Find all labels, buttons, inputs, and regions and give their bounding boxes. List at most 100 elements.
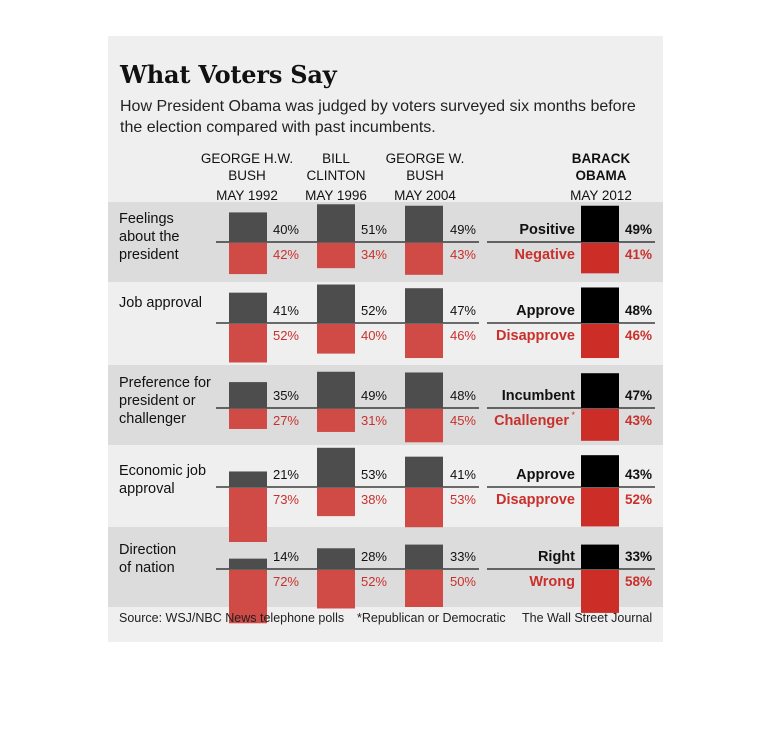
response-label-bottom: Disapprove xyxy=(496,328,575,344)
row-label-line: approval xyxy=(119,481,175,497)
column-name: OBAMA xyxy=(575,168,627,183)
value-label-top: 33% xyxy=(450,549,476,564)
value-label-bottom: 52% xyxy=(361,574,387,589)
response-label-top: Incumbent xyxy=(502,388,575,404)
value-label-bottom: 53% xyxy=(450,492,476,507)
row-label-line: Direction xyxy=(119,542,177,558)
value-label-bottom: 31% xyxy=(361,413,387,428)
value-label-top: 49% xyxy=(625,222,652,237)
value-label-top: 47% xyxy=(450,303,476,318)
bar-top-bush-2004 xyxy=(405,456,443,487)
column-date: MAY 1996 xyxy=(305,188,367,203)
footnote-marker: * xyxy=(571,410,575,420)
bar-bottom-clinton-1996 xyxy=(317,488,355,517)
bar-top-clinton-1996 xyxy=(317,204,355,242)
bar-bottom-bush-1992 xyxy=(229,570,267,624)
bar-top-obama-2012 xyxy=(581,205,619,242)
bar-top-obama-2012 xyxy=(581,544,619,569)
value-label-top: 33% xyxy=(625,549,652,564)
bar-bottom-clinton-1996 xyxy=(317,409,355,432)
response-label-top: Approve xyxy=(516,303,575,319)
value-label-bottom: 34% xyxy=(361,247,387,262)
bar-bottom-obama-2012 xyxy=(581,488,619,527)
bar-top-clinton-1996 xyxy=(317,447,355,487)
chart-title: What Voters Say xyxy=(120,60,337,89)
row-label-line: Economic job xyxy=(119,463,207,479)
bar-bottom-bush-2004 xyxy=(405,409,443,443)
column-name: BARACK xyxy=(571,151,631,166)
column-header-obama: BARACK OBAMA MAY 2012 xyxy=(551,150,651,204)
value-label-bottom: 45% xyxy=(450,413,476,428)
value-label-top: 52% xyxy=(361,303,387,318)
column-name: BUSH xyxy=(228,168,266,183)
value-label-bottom: 43% xyxy=(450,247,476,262)
column-name: BUSH xyxy=(406,168,444,183)
row-label-line: Feelings xyxy=(119,211,174,227)
source-note: Source: WSJ/NBC News telephone polls xyxy=(119,611,345,625)
row-band xyxy=(108,527,663,607)
bar-bottom-bush-1992 xyxy=(229,409,267,429)
response-label-bottom: Wrong xyxy=(529,574,575,590)
bar-bottom-bush-2004 xyxy=(405,488,443,528)
value-label-top: 14% xyxy=(273,549,299,564)
row-label-line: challenger xyxy=(119,411,186,427)
value-label-bottom: 27% xyxy=(273,413,299,428)
value-label-bottom: 43% xyxy=(625,413,652,428)
value-label-bottom: 40% xyxy=(361,328,387,343)
bar-bottom-clinton-1996 xyxy=(317,243,355,269)
bar-top-bush-1992 xyxy=(229,382,267,408)
column-header-ghw-bush: GEORGE H.W. BUSH MAY 1992 xyxy=(197,150,297,204)
credit: The Wall Street Journal xyxy=(522,611,653,625)
response-label-top: Right xyxy=(538,549,575,565)
row-band xyxy=(108,365,663,445)
bar-top-bush-2004 xyxy=(405,372,443,408)
value-label-top: 51% xyxy=(361,222,387,237)
value-label-bottom: 52% xyxy=(625,492,652,507)
value-label-top: 41% xyxy=(273,303,299,318)
column-name: GEORGE H.W. xyxy=(200,151,294,166)
column-name: CLINTON xyxy=(306,168,366,183)
row-label-feelings: Feelings about the president xyxy=(119,210,219,264)
footnote: *Republican or Democratic xyxy=(357,611,506,625)
bar-bottom-bush-2004 xyxy=(405,570,443,607)
column-date: MAY 2012 xyxy=(570,188,632,203)
column-header-gw-bush: GEORGE W. BUSH MAY 2004 xyxy=(375,150,475,204)
bar-top-bush-1992 xyxy=(229,558,267,569)
value-label-top: 40% xyxy=(273,222,299,237)
response-label-bottom: Negative xyxy=(515,247,575,263)
row-label-preference: Preference for president or challenger xyxy=(119,374,219,428)
response-label-bottom: Disapprove xyxy=(496,492,575,508)
row-label-economic: Economic job approval xyxy=(119,462,219,498)
bar-bottom-obama-2012 xyxy=(581,570,619,613)
value-label-top: 49% xyxy=(450,222,476,237)
bar-bottom-obama-2012 xyxy=(581,324,619,359)
response-label-bottom: Challenger xyxy=(494,413,569,429)
value-label-top: 35% xyxy=(273,388,299,403)
bar-bottom-bush-1992 xyxy=(229,324,267,363)
response-label-top: Positive xyxy=(519,222,575,238)
bar-top-bush-2004 xyxy=(405,288,443,323)
bar-top-clinton-1996 xyxy=(317,371,355,408)
bar-bottom-clinton-1996 xyxy=(317,324,355,354)
row-label-line: Job approval xyxy=(119,295,203,311)
bar-top-obama-2012 xyxy=(581,373,619,408)
value-label-bottom: 50% xyxy=(450,574,476,589)
value-label-top: 49% xyxy=(361,388,387,403)
value-label-top: 48% xyxy=(625,303,652,318)
value-label-top: 41% xyxy=(450,467,476,482)
value-label-bottom: 41% xyxy=(625,247,652,262)
bar-bottom-bush-2004 xyxy=(405,324,443,359)
bar-top-bush-2004 xyxy=(405,205,443,242)
value-label-bottom: 38% xyxy=(361,492,387,507)
column-name: BILL xyxy=(322,151,350,166)
value-label-bottom: 42% xyxy=(273,247,299,262)
value-label-top: 21% xyxy=(273,467,299,482)
bar-top-clinton-1996 xyxy=(317,548,355,569)
bar-bottom-obama-2012 xyxy=(581,243,619,274)
bar-top-obama-2012 xyxy=(581,455,619,487)
value-label-bottom: 52% xyxy=(273,328,299,343)
value-label-bottom: 73% xyxy=(273,492,299,507)
value-label-top: 53% xyxy=(361,467,387,482)
row-label-line: about the xyxy=(119,229,180,245)
bar-bottom-clinton-1996 xyxy=(317,570,355,609)
